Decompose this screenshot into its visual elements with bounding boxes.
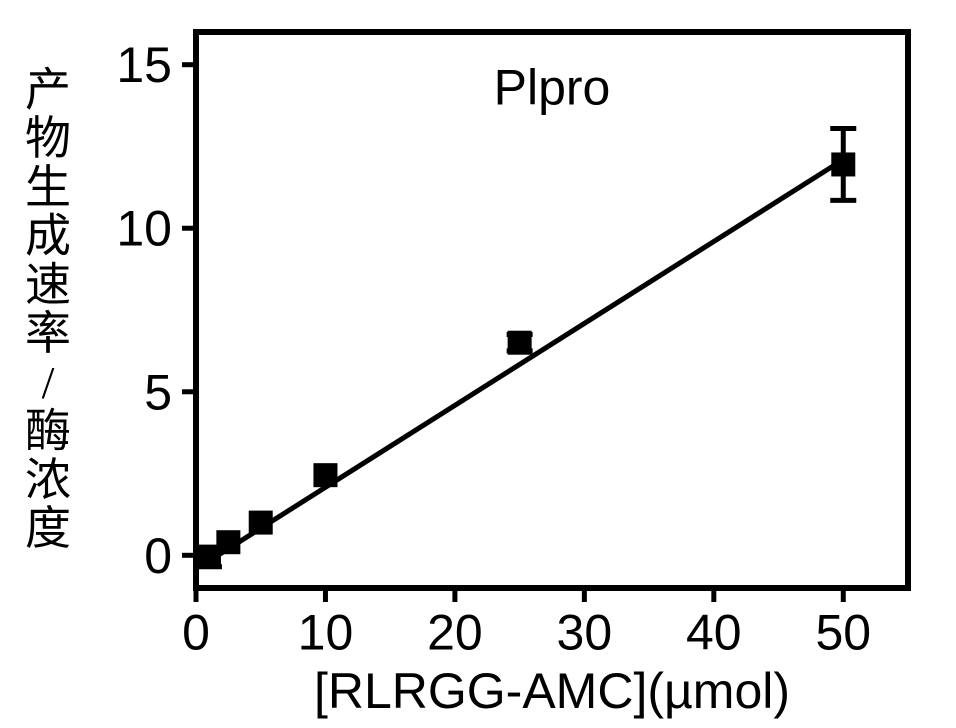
x-tick-label: 50 bbox=[815, 605, 871, 661]
y-axis-label-char: 生 bbox=[25, 162, 71, 213]
y-axis-label-char: 物 bbox=[25, 113, 71, 164]
data-point bbox=[216, 530, 240, 554]
y-axis-label-char: 成 bbox=[25, 211, 71, 262]
data-point bbox=[831, 152, 855, 176]
x-tick-label: 10 bbox=[298, 605, 354, 661]
y-axis-label-char: / bbox=[42, 357, 55, 408]
y-axis-label-char: 速 bbox=[25, 259, 71, 310]
y-tick-label: 15 bbox=[116, 37, 172, 93]
y-axis-label: 产物生成速率/酶浓度 bbox=[25, 64, 71, 554]
x-tick-label: 20 bbox=[427, 605, 483, 661]
scatter-chart: 0 10 20 30 40 50 0 5 10 15 [RLRGG-AMC](µmol) 产物生成速率… bbox=[0, 0, 956, 728]
y-axis-label-char: 度 bbox=[25, 503, 71, 554]
trend-line bbox=[202, 160, 843, 566]
x-tick-label: 30 bbox=[557, 605, 613, 661]
chart-title: Plpro bbox=[494, 60, 611, 116]
y-axis-label-char: 酶 bbox=[25, 406, 71, 457]
y-axis-label-char: 产 bbox=[25, 64, 71, 115]
y-tick-label: 5 bbox=[144, 364, 172, 420]
x-tick-label: 40 bbox=[686, 605, 742, 661]
data-point bbox=[249, 511, 273, 535]
y-tick-label: 0 bbox=[144, 528, 172, 584]
data-point bbox=[508, 331, 532, 355]
x-tick-label: 0 bbox=[182, 605, 210, 661]
y-axis-label-char: 浓 bbox=[25, 454, 71, 505]
x-axis-label: [RLRGG-AMC](µmol) bbox=[314, 663, 790, 719]
chart-container: 0 10 20 30 40 50 0 5 10 15 [RLRGG-AMC](µmol) 产物生成速率… bbox=[0, 0, 956, 728]
y-tick-label: 10 bbox=[116, 201, 172, 257]
y-axis-label-char: 率 bbox=[25, 308, 71, 359]
data-point bbox=[313, 463, 337, 487]
